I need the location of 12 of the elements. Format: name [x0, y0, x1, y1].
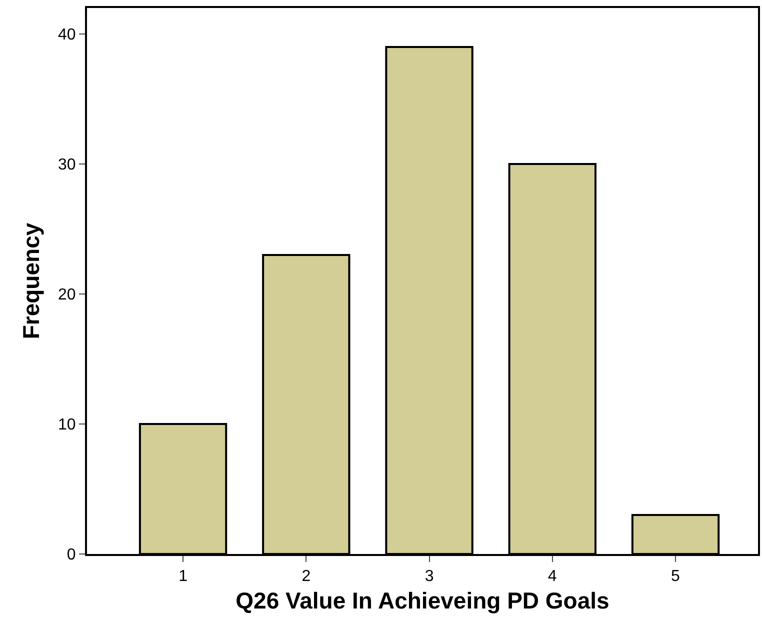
x-tick-label: 1	[178, 568, 188, 586]
x-tick-label: 3	[424, 568, 434, 586]
x-tick-label: 5	[671, 568, 680, 586]
x-tick-label: 2	[302, 568, 311, 586]
y-tick-label: 30	[58, 156, 76, 174]
y-tick-label: 0	[66, 546, 76, 564]
x-axis-title: Q26 Value In Achieveing PD Goals	[236, 587, 610, 614]
y-tick-label: 20	[58, 286, 76, 304]
x-tick-label: 4	[548, 568, 557, 586]
y-axis-title: Frequency	[18, 222, 44, 340]
y-tick-label: 40	[58, 26, 76, 44]
y-tick-label: 10	[58, 416, 76, 434]
